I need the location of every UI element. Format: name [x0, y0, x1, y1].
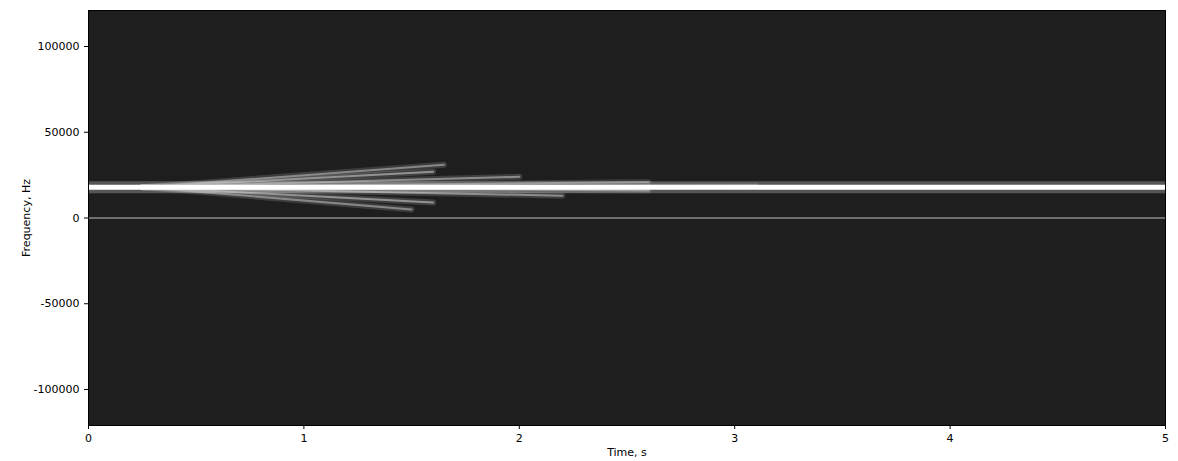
svg-text:50000: 50000 [45, 126, 80, 139]
svg-text:-50000: -50000 [41, 297, 80, 310]
svg-text:5: 5 [1162, 432, 1169, 445]
svg-text:Time, s: Time, s [606, 446, 647, 459]
svg-text:0: 0 [85, 432, 92, 445]
svg-text:-100000: -100000 [34, 383, 80, 396]
svg-text:4: 4 [947, 432, 954, 445]
svg-text:3: 3 [731, 432, 738, 445]
svg-text:0: 0 [73, 212, 80, 225]
svg-text:100000: 100000 [38, 40, 80, 53]
svg-text:Frequency, Hz: Frequency, Hz [20, 179, 33, 257]
svg-text:1: 1 [300, 432, 307, 445]
svg-text:2: 2 [516, 432, 523, 445]
